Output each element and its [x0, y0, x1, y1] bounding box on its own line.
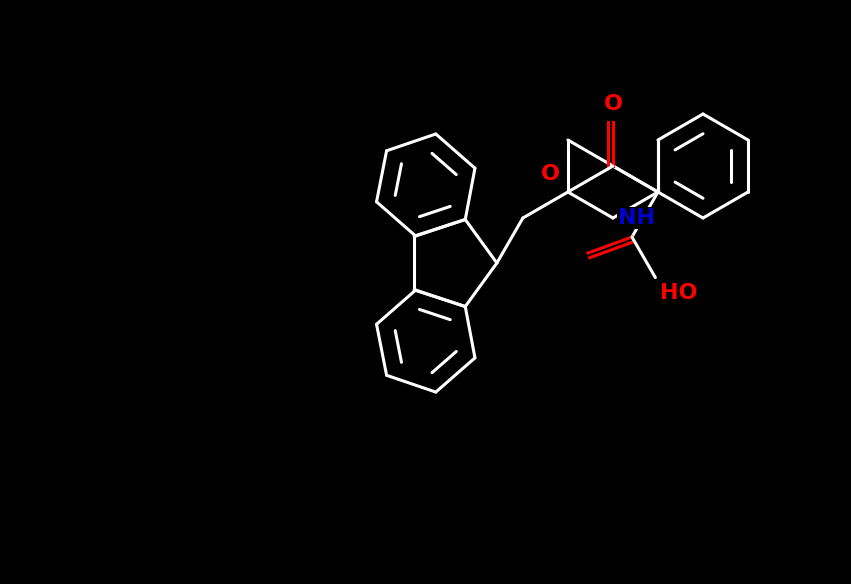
Text: HO: HO	[660, 283, 698, 303]
Text: O: O	[541, 164, 560, 184]
Text: NH: NH	[618, 208, 655, 228]
Text: O: O	[603, 94, 622, 114]
